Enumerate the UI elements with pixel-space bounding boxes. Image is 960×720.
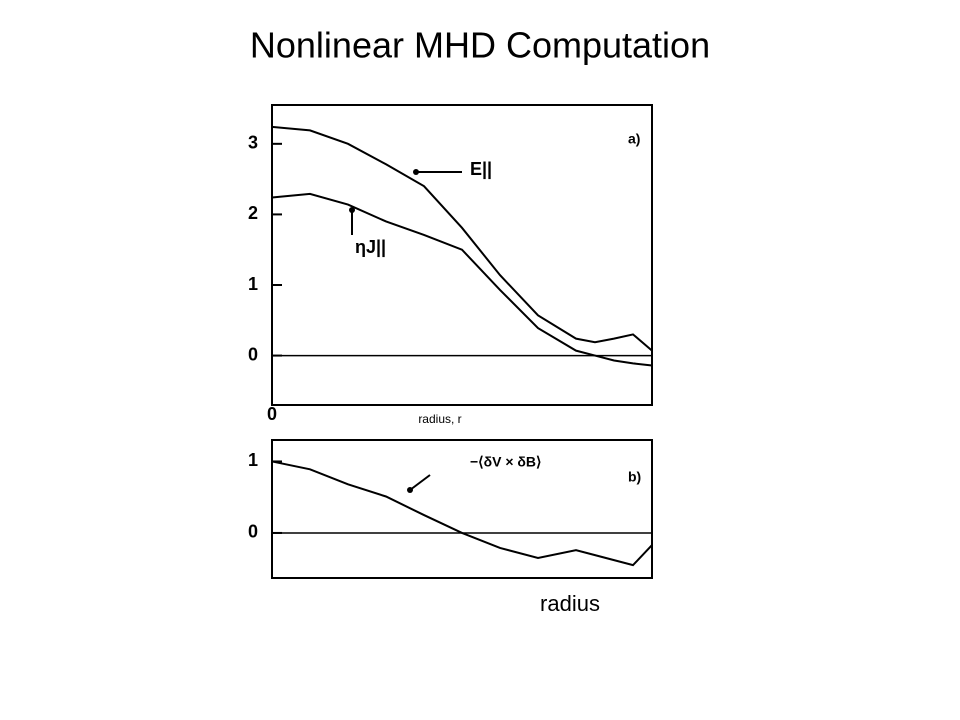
x-axis-label: radius (540, 591, 600, 616)
arrow-head (349, 207, 355, 213)
x-axis-label: radius, r (418, 412, 461, 426)
series-line (271, 460, 653, 567)
panel-label: a) (628, 131, 640, 147)
series-line (271, 192, 653, 367)
y-tick-label: 1 (248, 450, 258, 470)
annotation-arrow (409, 474, 431, 491)
y-tick-label: 2 (248, 203, 258, 223)
x-tick-label: 0 (267, 404, 277, 424)
plot-frame (271, 439, 653, 579)
series-annotation: ηJ|| (355, 237, 386, 257)
series-annotation: E|| (470, 159, 492, 179)
y-tick-label: 0 (248, 344, 258, 364)
arrow-head (407, 487, 413, 493)
y-tick-label: 0 (248, 522, 258, 542)
y-tick-label: 1 (248, 274, 258, 294)
series-line (271, 125, 653, 352)
plot-frame (271, 104, 653, 406)
arrow-head (413, 169, 419, 175)
panel-label: b) (628, 469, 641, 485)
series-annotation: −⟨δV × δB⟩ (470, 454, 541, 470)
slide-title: Nonlinear MHD Computation (250, 25, 710, 66)
y-tick-label: 3 (248, 133, 258, 153)
